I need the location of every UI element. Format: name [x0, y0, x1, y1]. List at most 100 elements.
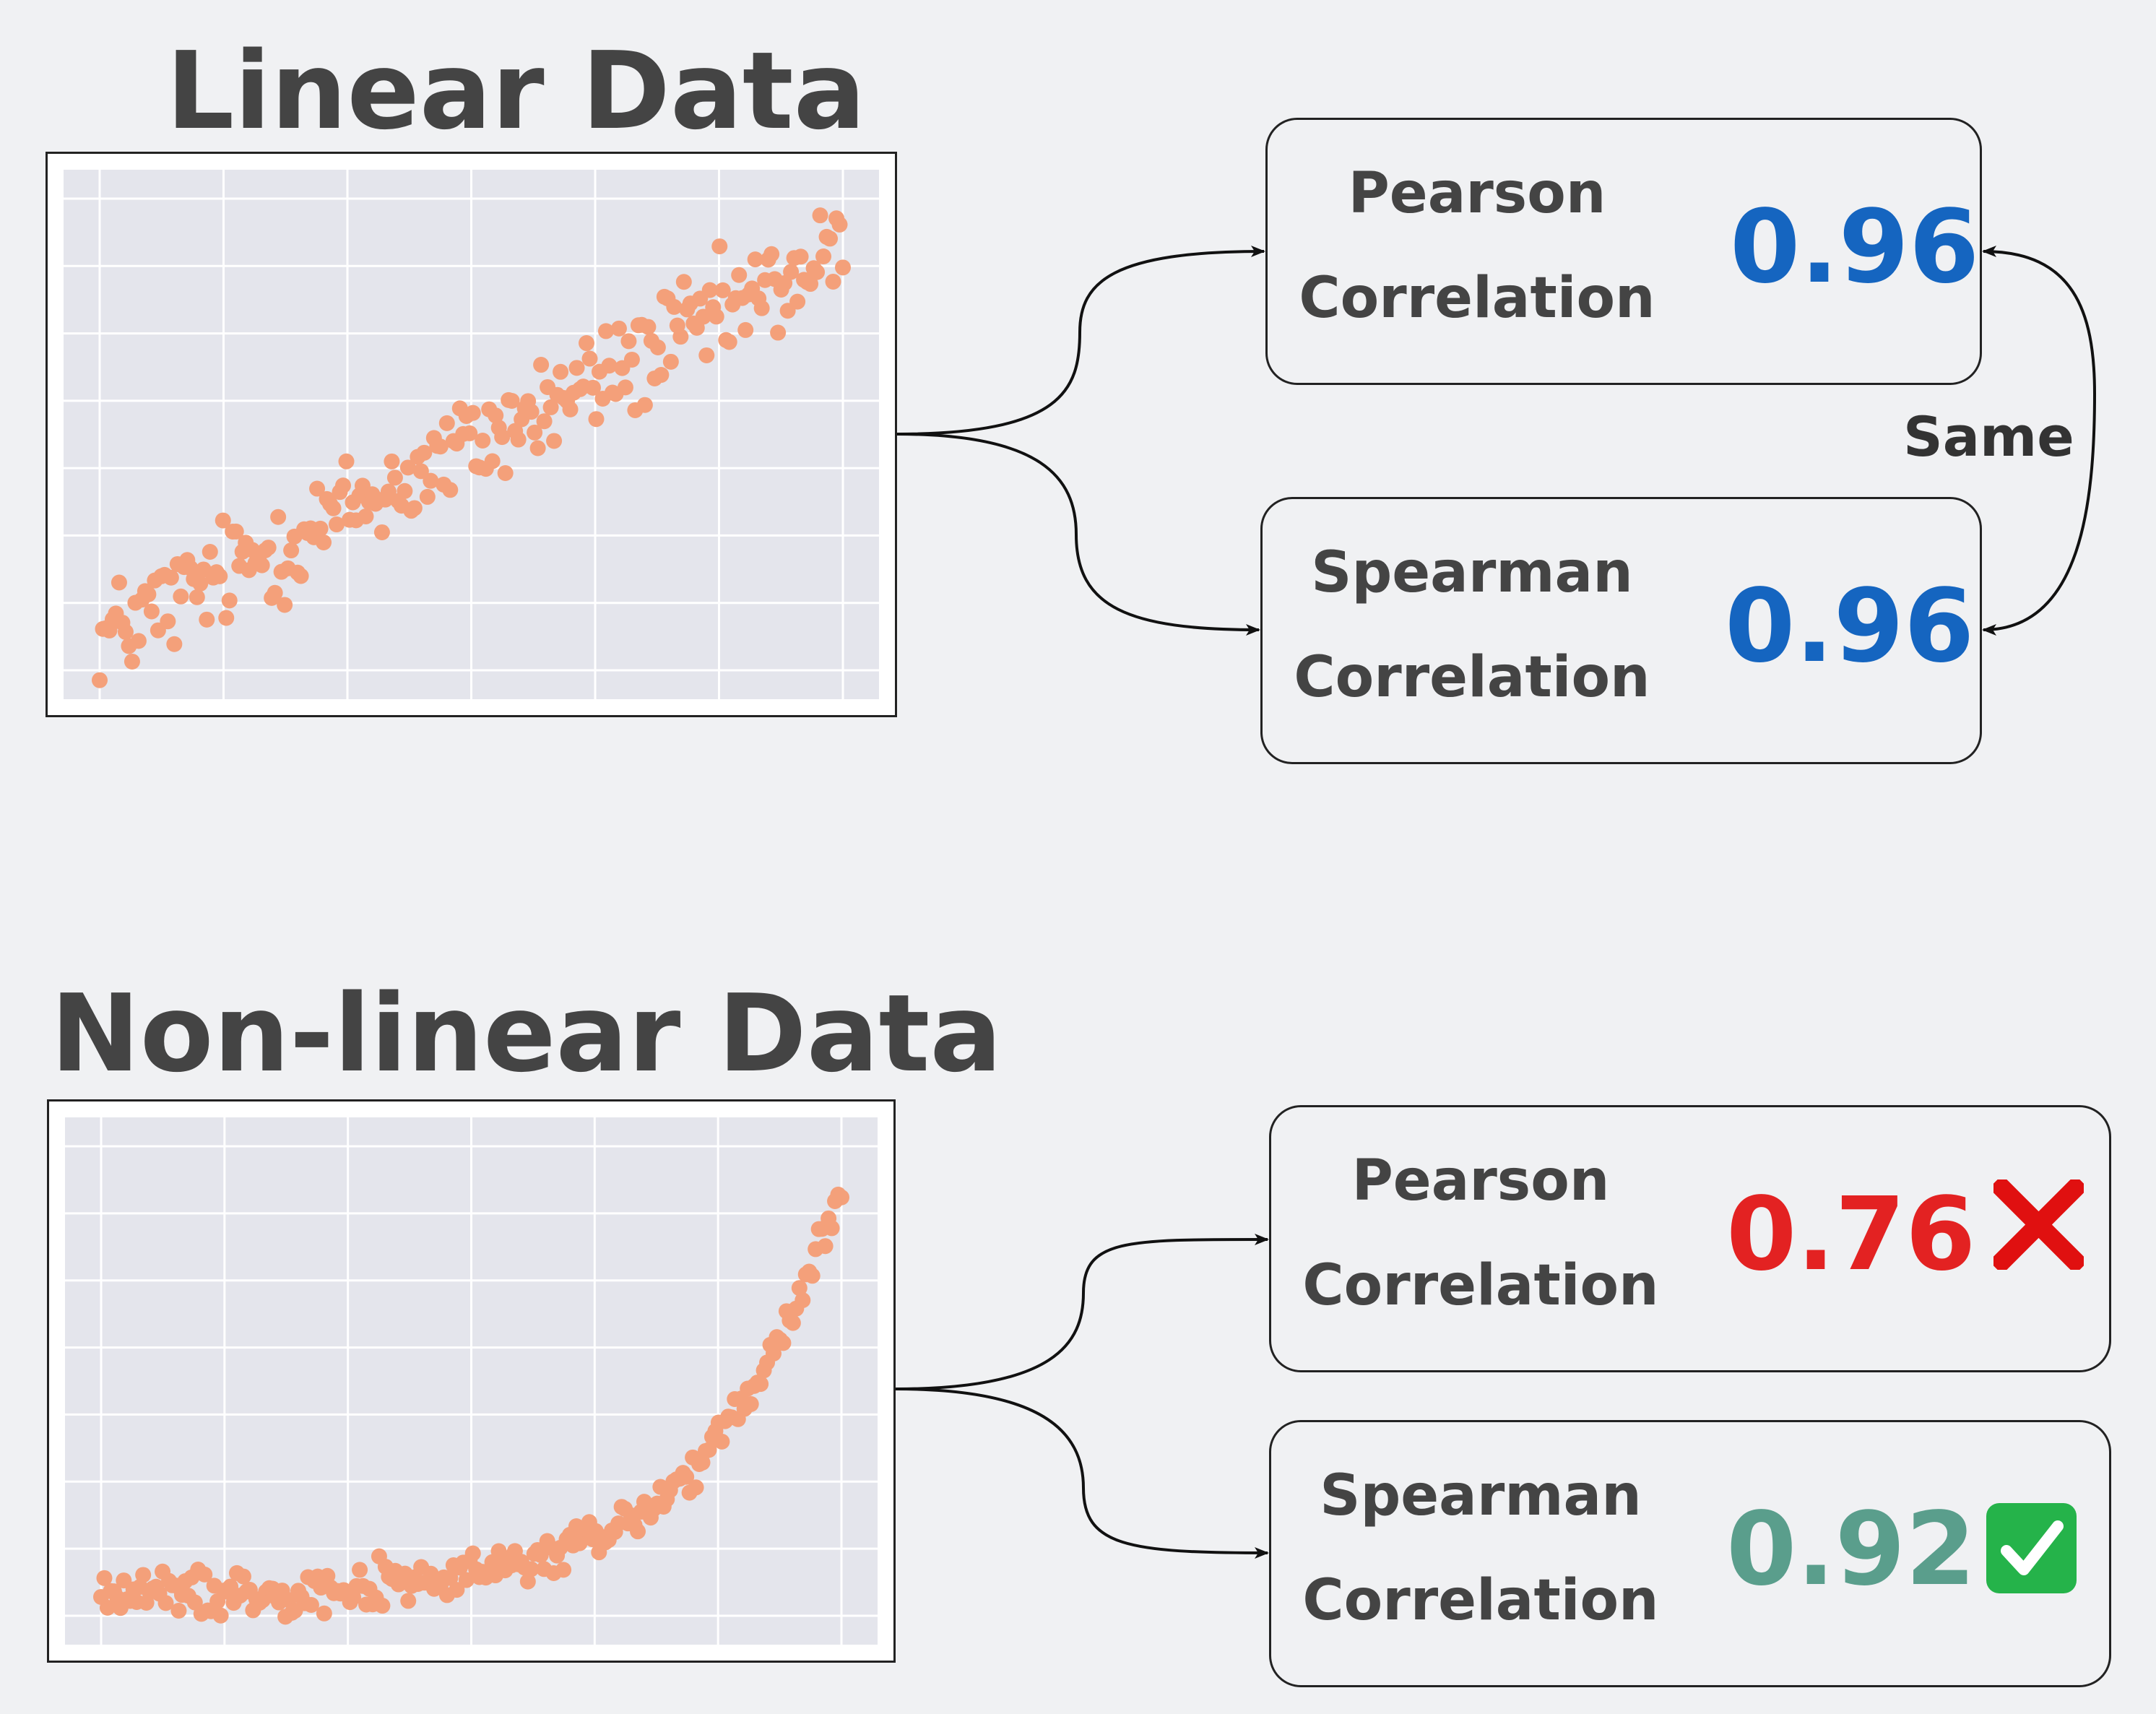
linear-pearson-value: 0.96 — [1730, 189, 1980, 306]
scatter-point — [714, 1433, 730, 1450]
spearman-label: Spearman — [1320, 1463, 1642, 1528]
scatter-point — [701, 1442, 717, 1458]
scatter-point — [766, 1345, 782, 1362]
scatter-point — [802, 276, 819, 293]
scatter-point — [484, 453, 501, 469]
scatter-point — [283, 542, 300, 559]
scatter-point — [92, 672, 108, 688]
scatter-point — [423, 472, 439, 489]
scatter-point — [135, 1567, 152, 1583]
scatter-point — [166, 636, 183, 652]
scatter-point — [192, 575, 209, 592]
scatter-point — [536, 413, 553, 430]
scatter-point — [458, 1572, 475, 1588]
scatter-point — [189, 589, 205, 605]
scatter-point — [464, 1545, 481, 1562]
scatter-point — [815, 248, 832, 265]
scatter-point — [649, 339, 666, 356]
scatter-point — [432, 438, 449, 455]
scatter-point — [267, 584, 283, 601]
scatter-point — [753, 1376, 769, 1393]
scatter-point — [235, 1568, 251, 1585]
nonlinear-scatter-svg — [65, 1117, 878, 1645]
scatter-point — [714, 282, 731, 298]
scatter-point — [623, 351, 640, 368]
scatter-point — [380, 483, 397, 500]
scatter-point — [825, 273, 841, 290]
scatter-point — [173, 588, 189, 605]
scatter-point — [221, 592, 238, 609]
scatter-point — [510, 431, 527, 448]
scatter-point — [111, 574, 127, 591]
linear-scatter-plot — [46, 152, 897, 717]
scatter-point — [784, 1315, 801, 1331]
scatter-point — [199, 611, 215, 628]
scatter-point — [743, 1395, 759, 1412]
nonlinear-pearson-value: 0.76 — [1726, 1176, 1976, 1294]
scatter-point — [329, 516, 345, 533]
scatter-point — [397, 482, 413, 499]
scatter-point — [325, 500, 342, 516]
scatter-point — [215, 512, 231, 529]
scatter-point — [835, 259, 851, 276]
scatter-point — [662, 353, 679, 370]
correlation-label: Correlation — [1302, 1253, 1659, 1318]
scatter-point — [672, 329, 689, 345]
scatter-point — [617, 379, 633, 396]
scatter-point — [568, 360, 585, 376]
linear-scatter-svg — [64, 170, 879, 699]
scatter-point — [775, 1335, 792, 1351]
scatter-point — [143, 603, 160, 620]
scatter-point — [597, 323, 614, 339]
scatter-point — [442, 1570, 459, 1586]
nonlinear-spearman-value: 0.92 — [1726, 1491, 1976, 1609]
nonlinear-data-title: Non-linear Data — [51, 971, 1003, 1096]
scatter-point — [140, 586, 157, 602]
scatter-point — [701, 282, 718, 298]
scatter-point — [610, 320, 627, 337]
scatter-point — [335, 477, 352, 494]
scatter-point — [711, 238, 728, 255]
scatter-point — [124, 653, 140, 670]
scatter-point — [588, 411, 605, 428]
scatter-point — [254, 557, 270, 574]
scatter-point — [770, 324, 787, 341]
scatter-point — [792, 248, 809, 265]
scatter-point — [412, 463, 429, 480]
scatter-point — [212, 1607, 229, 1624]
scatter-point — [698, 347, 715, 363]
scatter-point — [374, 1598, 391, 1614]
scatter-point — [449, 1582, 465, 1598]
scatter-point — [293, 568, 309, 584]
scatter-point — [260, 540, 277, 556]
arrow-linear-to-pearson — [896, 246, 1265, 436]
scatter-point — [601, 358, 618, 374]
linear-data-title: Linear Data — [166, 29, 866, 153]
arrow-same-bidirectional-lower — [1982, 393, 2096, 636]
scatter-point — [352, 1562, 368, 1578]
nonlinear-scatter-plot — [47, 1099, 896, 1663]
scatter-point — [529, 440, 546, 456]
scatter-point — [546, 433, 563, 449]
scatter-point — [620, 333, 637, 350]
scatter-point — [416, 444, 433, 461]
linear-spearman-value: 0.96 — [1725, 568, 1975, 685]
nonlinear-pearson-box: Pearson Correlation 0.76 — [1269, 1105, 2111, 1372]
scatter-point — [817, 1238, 834, 1255]
scatter-point — [316, 534, 332, 550]
scatter-point — [653, 367, 670, 384]
scatter-point — [475, 432, 491, 449]
arrow-nonlinear-to-pearson — [895, 1233, 1269, 1390]
scatter-point — [747, 251, 763, 268]
scatter-point — [196, 1566, 213, 1583]
scatter-point — [695, 308, 711, 325]
check-icon — [1986, 1503, 2077, 1593]
scatter-point — [406, 500, 423, 516]
scatter-point — [358, 508, 374, 524]
scatter-point — [581, 350, 598, 367]
scatter-point — [419, 488, 436, 505]
scatter-point — [636, 397, 653, 413]
same-label: Same — [1903, 404, 2074, 469]
scatter-point — [212, 568, 228, 584]
scatter-point — [438, 415, 455, 431]
